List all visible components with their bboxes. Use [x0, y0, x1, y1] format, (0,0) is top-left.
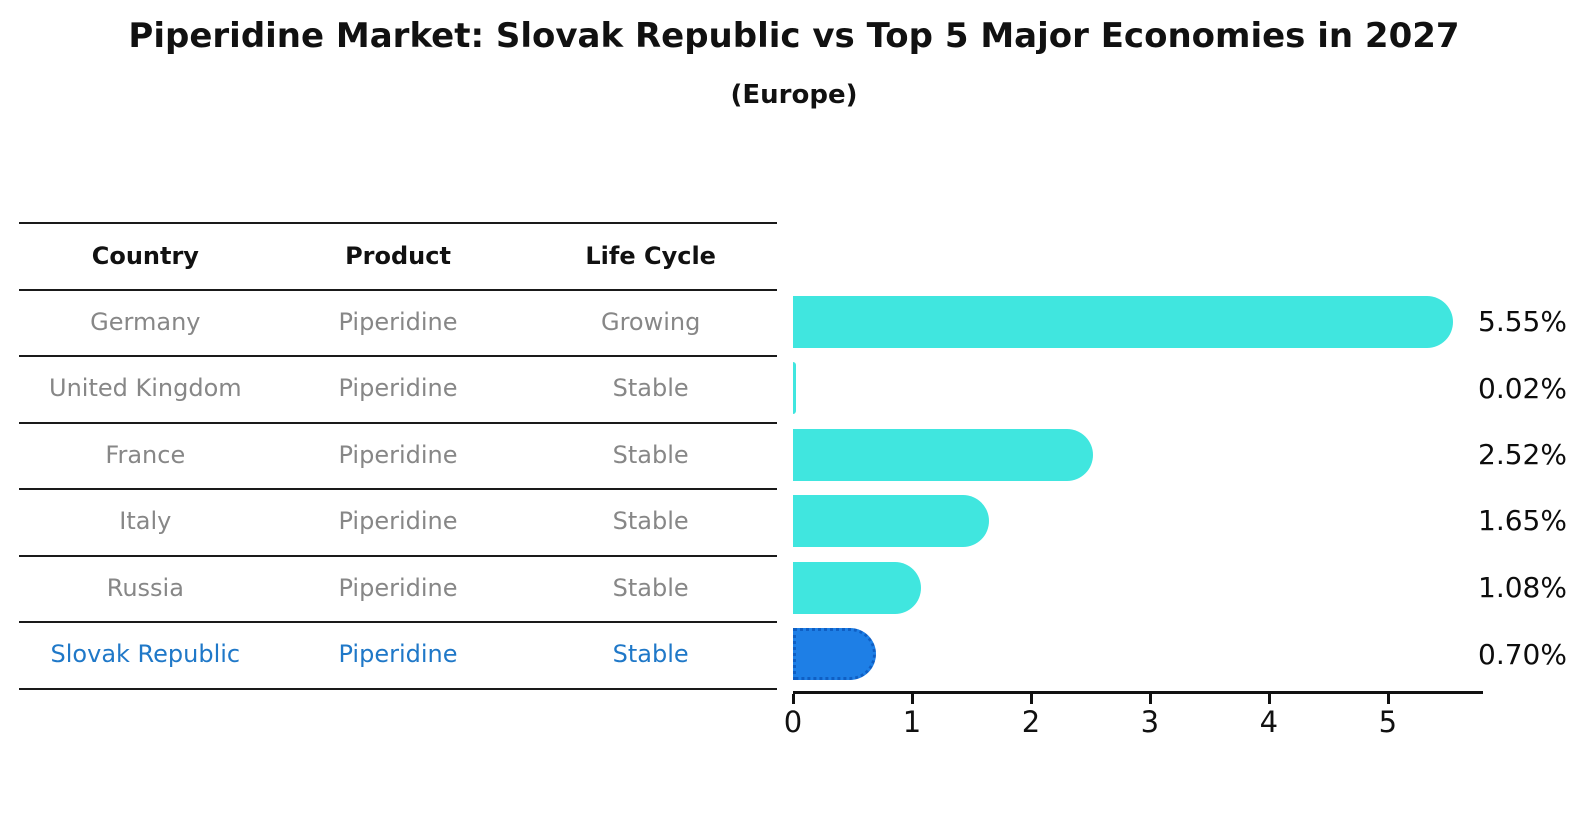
table-header-row: Country Product Life Cycle: [19, 223, 777, 289]
bar-united-kingdom: [793, 362, 796, 414]
x-tick: [910, 694, 914, 704]
value-label: 2.52%: [1478, 438, 1567, 471]
value-label: 5.55%: [1478, 305, 1567, 338]
bar-slovak-republic: [793, 628, 877, 680]
table-header-product: Product: [345, 242, 451, 270]
value-label: 1.65%: [1478, 504, 1567, 537]
country-cell: France: [105, 441, 186, 469]
chart-title: Piperidine Market: Slovak Republic vs To…: [128, 16, 1460, 56]
table-line: [19, 289, 777, 291]
bar-germany: [793, 296, 1454, 348]
table-row: Russia Piperidine Stable: [19, 555, 777, 621]
x-tick-label: 0: [783, 705, 803, 739]
table-line: [19, 422, 777, 424]
table-row: Slovak Republic Piperidine Stable: [19, 621, 777, 687]
value-label: 1.08%: [1478, 571, 1567, 604]
life-cycle-cell: Stable: [612, 640, 689, 668]
x-tick: [1148, 694, 1152, 704]
x-tick-label: 2: [1021, 705, 1041, 739]
country-cell: Slovak Republic: [50, 640, 241, 668]
table-row: France Piperidine Stable: [19, 422, 777, 488]
x-tick-label: 5: [1378, 705, 1398, 739]
table-header-country: Country: [91, 242, 199, 270]
life-cycle-cell: Stable: [612, 574, 689, 602]
bar-chart: 0 1 2 3 4 5: [784, 0, 1483, 823]
value-label: 0.02%: [1478, 372, 1567, 405]
bar-russia: [793, 562, 922, 614]
life-cycle-cell: Stable: [612, 374, 689, 402]
bar-italy: [793, 495, 990, 547]
bar-france: [793, 429, 1093, 481]
table-line: [19, 222, 777, 224]
x-tick: [1267, 694, 1271, 704]
table-line: [19, 355, 777, 357]
x-tick-label: 3: [1140, 705, 1160, 739]
x-tick-label: 1: [902, 705, 922, 739]
country-cell: United Kingdom: [49, 374, 242, 402]
product-cell: Piperidine: [338, 574, 458, 602]
table-line: [19, 488, 777, 490]
product-cell: Piperidine: [338, 374, 458, 402]
product-cell: Piperidine: [338, 441, 458, 469]
country-cell: Russia: [106, 574, 184, 602]
country-cell: Italy: [119, 507, 172, 535]
table-row: Germany Piperidine Growing: [19, 289, 777, 355]
x-tick: [1386, 694, 1390, 704]
life-cycle-cell: Growing: [600, 308, 701, 336]
x-tick: [1029, 694, 1033, 704]
table-header-life-cycle: Life Cycle: [585, 242, 716, 270]
table-line: [19, 621, 777, 623]
chart-subtitle: (Europe): [730, 80, 858, 110]
x-tick: [792, 694, 795, 704]
life-cycle-cell: Stable: [612, 441, 689, 469]
country-cell: Germany: [90, 308, 201, 336]
product-cell: Piperidine: [338, 308, 458, 336]
x-axis: [793, 691, 1483, 694]
x-tick-label: 4: [1259, 705, 1279, 739]
table-line: [19, 555, 777, 557]
table-line: [19, 688, 777, 690]
table-row: Italy Piperidine Stable: [19, 488, 777, 554]
table-row: United Kingdom Piperidine Stable: [19, 355, 777, 421]
value-label: 0.70%: [1478, 638, 1567, 671]
life-cycle-cell: Stable: [612, 507, 689, 535]
product-cell: Piperidine: [338, 640, 458, 668]
product-cell: Piperidine: [338, 507, 458, 535]
